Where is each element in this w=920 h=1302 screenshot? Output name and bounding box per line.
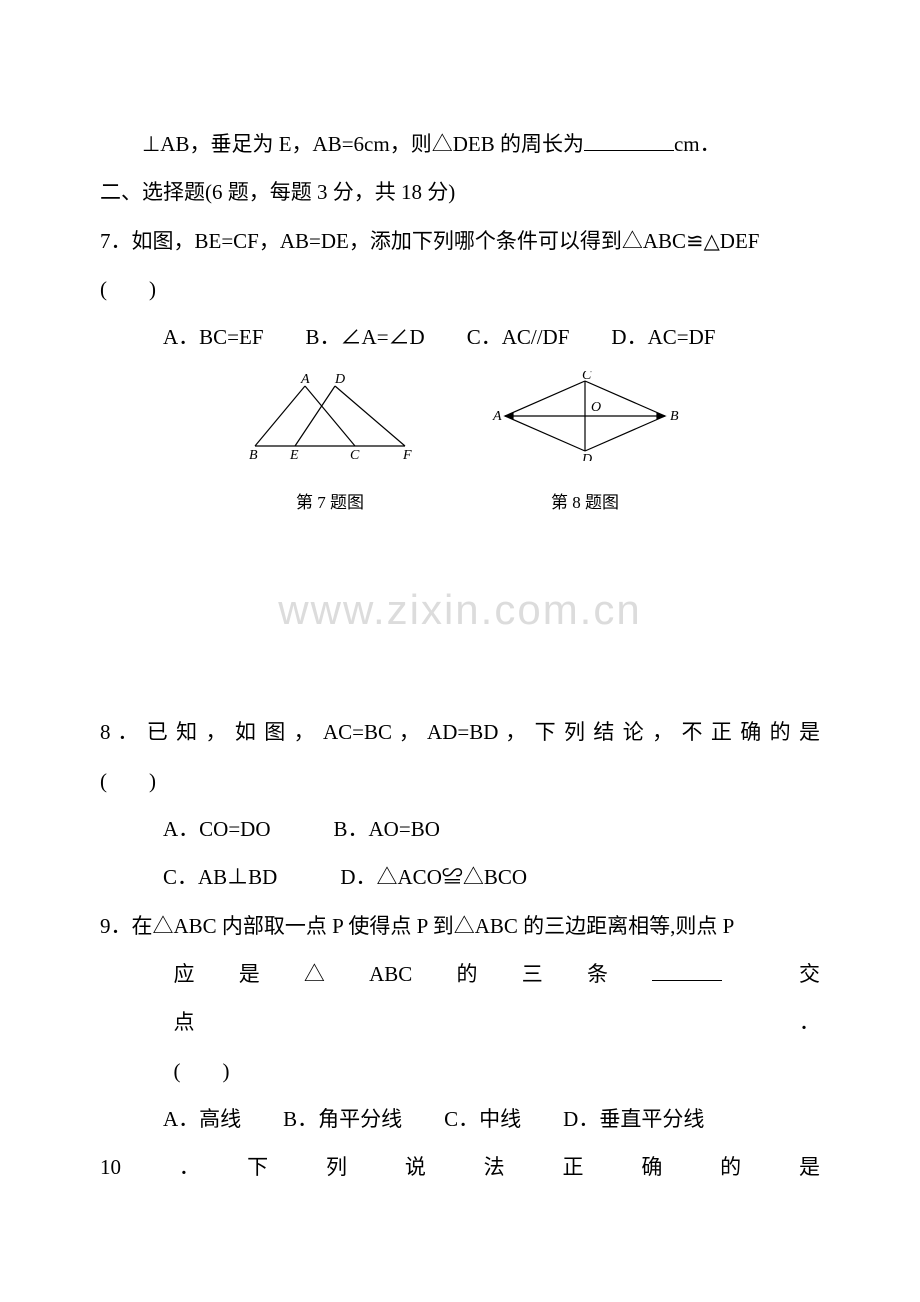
- q9-options: A．高线 B．角平分线 C．中线 D．垂直平分线: [100, 1095, 820, 1143]
- svg-text:C: C: [582, 371, 592, 383]
- q8-options-1: A．CO=DO B．AO=BO: [100, 805, 820, 853]
- q9-stem-line3: 点 ．: [100, 998, 820, 1046]
- q7-options: A．BC=EF B．∠A=∠D C．AC//DF D．AC=DF: [100, 313, 820, 361]
- q9-stem-line2: 应 是 △ ABC 的 三 条 交: [100, 950, 820, 998]
- figure-7-caption: 第 7 题图: [235, 483, 425, 522]
- section-2-heading: 二、选择题(6 题，每题 3 分，共 18 分): [100, 168, 820, 216]
- svg-text:F: F: [402, 448, 412, 461]
- svg-text:B: B: [249, 448, 258, 461]
- svg-text:A: A: [300, 372, 310, 387]
- svg-text:A: A: [492, 409, 502, 424]
- q9-stem-line1: 9．在△ABC 内部取一点 P 使得点 P 到△ABC 的三边距离相等,则点 P: [100, 902, 820, 950]
- figure-8-svg: C A B D O: [485, 371, 685, 461]
- figures-row: A D B E C F 第 7 题图: [100, 371, 820, 521]
- blank-fill-2: [652, 959, 722, 981]
- q8-stem-line1: 8 ． 已 知 ， 如 图 ， AC=BC ， AD=BD ， 下 列 结 论 …: [100, 708, 820, 756]
- svg-text:E: E: [289, 448, 299, 461]
- svg-text:D: D: [334, 372, 345, 387]
- document-page: ⊥AB，垂足为 E，AB=6cm，则△DEB 的周长为 cm． 二、选择题(6 题…: [0, 0, 920, 1251]
- svg-text:O: O: [591, 400, 601, 415]
- q6-text-after: cm．: [674, 132, 721, 156]
- blank-fill: [584, 129, 674, 151]
- svg-text:C: C: [350, 448, 360, 461]
- q8-stem-line2: ( ): [100, 757, 820, 805]
- q7-stem-line2: ( ): [100, 265, 820, 313]
- q10-stem-line1: 10 ． 下 列 说 法 正 确 的 是: [100, 1143, 820, 1191]
- q6-continuation: ⊥AB，垂足为 E，AB=6cm，则△DEB 的周长为 cm．: [100, 120, 820, 168]
- figure-8-caption: 第 8 题图: [485, 483, 685, 522]
- watermark: www.zixin.com.cn: [100, 562, 820, 659]
- q8-options-2: C．AB⊥BD D．△ACO≌△BCO: [100, 853, 820, 901]
- q9-l2b: 交: [722, 962, 820, 986]
- q6-text-before: ⊥AB，垂足为 E，AB=6cm，则△DEB 的周长为: [142, 132, 584, 156]
- q7-stem-line1: 7．如图，BE=CF，AB=DE，添加下列哪个条件可以得到△ABC≌△DEF: [100, 217, 820, 265]
- figure-7-svg: A D B E C F: [235, 371, 425, 461]
- figure-8: C A B D O 第 8 题图: [485, 371, 685, 521]
- svg-text:D: D: [581, 452, 592, 461]
- q9-stem-line4: ( ): [100, 1047, 820, 1095]
- svg-text:B: B: [670, 409, 679, 424]
- figure-7: A D B E C F 第 7 题图: [235, 371, 425, 521]
- q9-l2a: 应 是 △ ABC 的 三 条: [174, 962, 653, 986]
